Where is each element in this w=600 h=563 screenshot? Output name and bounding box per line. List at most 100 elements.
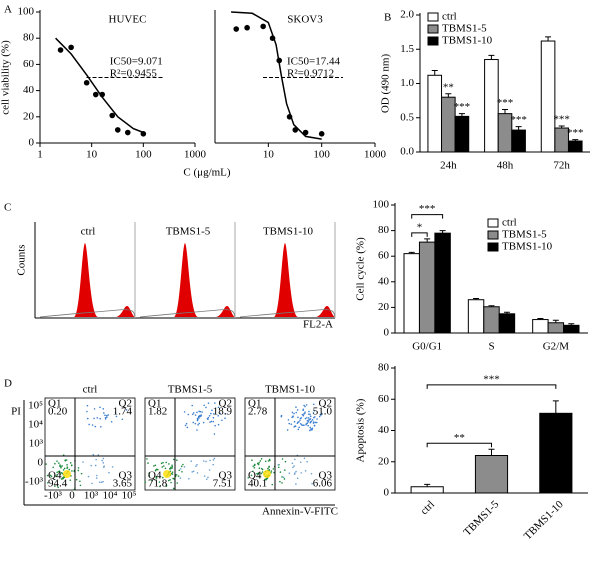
y-tick-label: 20	[378, 301, 390, 313]
legend-label: ctrl	[502, 217, 517, 229]
event-dot	[299, 419, 301, 421]
event-dot	[306, 419, 309, 422]
significance-bracket	[411, 232, 428, 237]
event-dot	[191, 413, 194, 416]
event-dot	[311, 428, 313, 431]
event-dot	[87, 475, 90, 478]
event-dot	[312, 412, 315, 414]
event-dot	[267, 467, 269, 470]
y-tick-label: 40	[378, 275, 390, 287]
event-dot	[155, 476, 157, 478]
significance-label: ***	[483, 373, 500, 385]
event-dot	[214, 424, 216, 427]
event-dot	[91, 424, 94, 426]
legend-swatch	[427, 12, 439, 22]
event-dot	[192, 421, 195, 424]
event-dot	[310, 472, 313, 475]
error-bar	[488, 305, 495, 307]
histogram-x-label: FL2-A	[303, 319, 333, 331]
event-dot	[281, 482, 283, 484]
event-dot	[181, 470, 183, 473]
event-dot	[292, 466, 294, 469]
event-dot	[96, 417, 99, 419]
event-dot	[86, 410, 88, 413]
y-tick-label: 80	[378, 362, 390, 374]
fit-outline	[39, 309, 136, 318]
bar	[532, 319, 549, 334]
event-dot	[288, 472, 291, 474]
event-dot	[161, 476, 164, 479]
error-bar	[552, 400, 559, 414]
event-core	[63, 470, 71, 478]
quadrant-name: Q1	[148, 398, 161, 410]
quadrant-value: 40.1	[248, 478, 267, 490]
event-dot	[293, 420, 296, 423]
event-dot	[279, 471, 282, 473]
x-tick-label: TBMS1-10	[522, 498, 566, 542]
quadrant-value: 94.4	[48, 478, 68, 490]
quadrant-value: 7.51	[213, 478, 232, 490]
event-dot	[307, 420, 310, 423]
event-dot	[312, 422, 315, 424]
event-dot	[304, 470, 307, 472]
dot-plot-title: TBMS1-10	[265, 384, 316, 396]
event-dot	[115, 415, 118, 418]
y-tick-label: 100	[18, 6, 35, 18]
event-dot	[256, 472, 258, 475]
quadrant-value: 3.65	[113, 478, 133, 490]
dot-plot-x-tick: 10⁵	[122, 490, 137, 502]
event-dot	[162, 461, 164, 464]
event-dot	[62, 469, 65, 471]
significance-label: ***	[510, 114, 527, 126]
event-dot	[93, 417, 95, 420]
event-dot	[169, 479, 171, 481]
event-dot	[92, 453, 95, 456]
dot-plot-y-tick: 0	[38, 457, 44, 469]
y-axis-label: cell viability (%)	[0, 40, 12, 115]
x-tick-label: 48h	[497, 160, 514, 172]
bar	[540, 40, 556, 153]
bar	[567, 140, 583, 153]
data-point	[124, 129, 131, 136]
event-dot	[199, 410, 202, 413]
event-dot	[57, 486, 60, 489]
event-dot	[202, 460, 205, 462]
dot-plot-y-tick: -10³	[25, 476, 44, 488]
histogram-title: TBMS1-5	[166, 226, 211, 238]
event-dot	[102, 462, 105, 464]
event-dot	[302, 424, 304, 427]
error-bar	[473, 297, 480, 300]
dot-plot-x-tick: 0	[69, 490, 75, 502]
histogram-title: ctrl	[81, 226, 96, 238]
event-dot	[286, 429, 289, 431]
event-dot	[294, 458, 296, 461]
event-dot	[205, 478, 208, 480]
event-dot	[247, 477, 250, 479]
event-dot	[304, 411, 306, 413]
event-dot	[297, 428, 300, 431]
event-dot	[283, 478, 286, 480]
dot-plot-x-tick: 10⁴	[103, 490, 118, 502]
fit-outline	[139, 309, 236, 318]
event-dot	[45, 463, 47, 465]
event-dot	[108, 471, 110, 474]
event-dot	[75, 478, 78, 481]
event-dot	[309, 421, 312, 424]
event-dot	[203, 475, 206, 477]
event-dot	[306, 422, 309, 425]
event-dot	[201, 411, 203, 413]
quadrant-value: 71.8	[148, 478, 168, 490]
event-dot	[94, 464, 97, 467]
event-dot	[310, 420, 313, 423]
event-dot	[252, 465, 255, 467]
event-dot	[172, 477, 174, 480]
event-dot	[183, 411, 186, 413]
event-dot	[261, 471, 264, 473]
y-axis-label: Cell cycle (%)	[355, 237, 367, 301]
event-dot	[90, 464, 93, 467]
legend-label: TBMS1-10	[442, 35, 493, 47]
quadrant-name: Q1	[48, 398, 61, 410]
bar	[483, 306, 500, 334]
significance-label: **	[443, 81, 454, 93]
y-axis-label: OD (490 nm)	[380, 54, 392, 114]
